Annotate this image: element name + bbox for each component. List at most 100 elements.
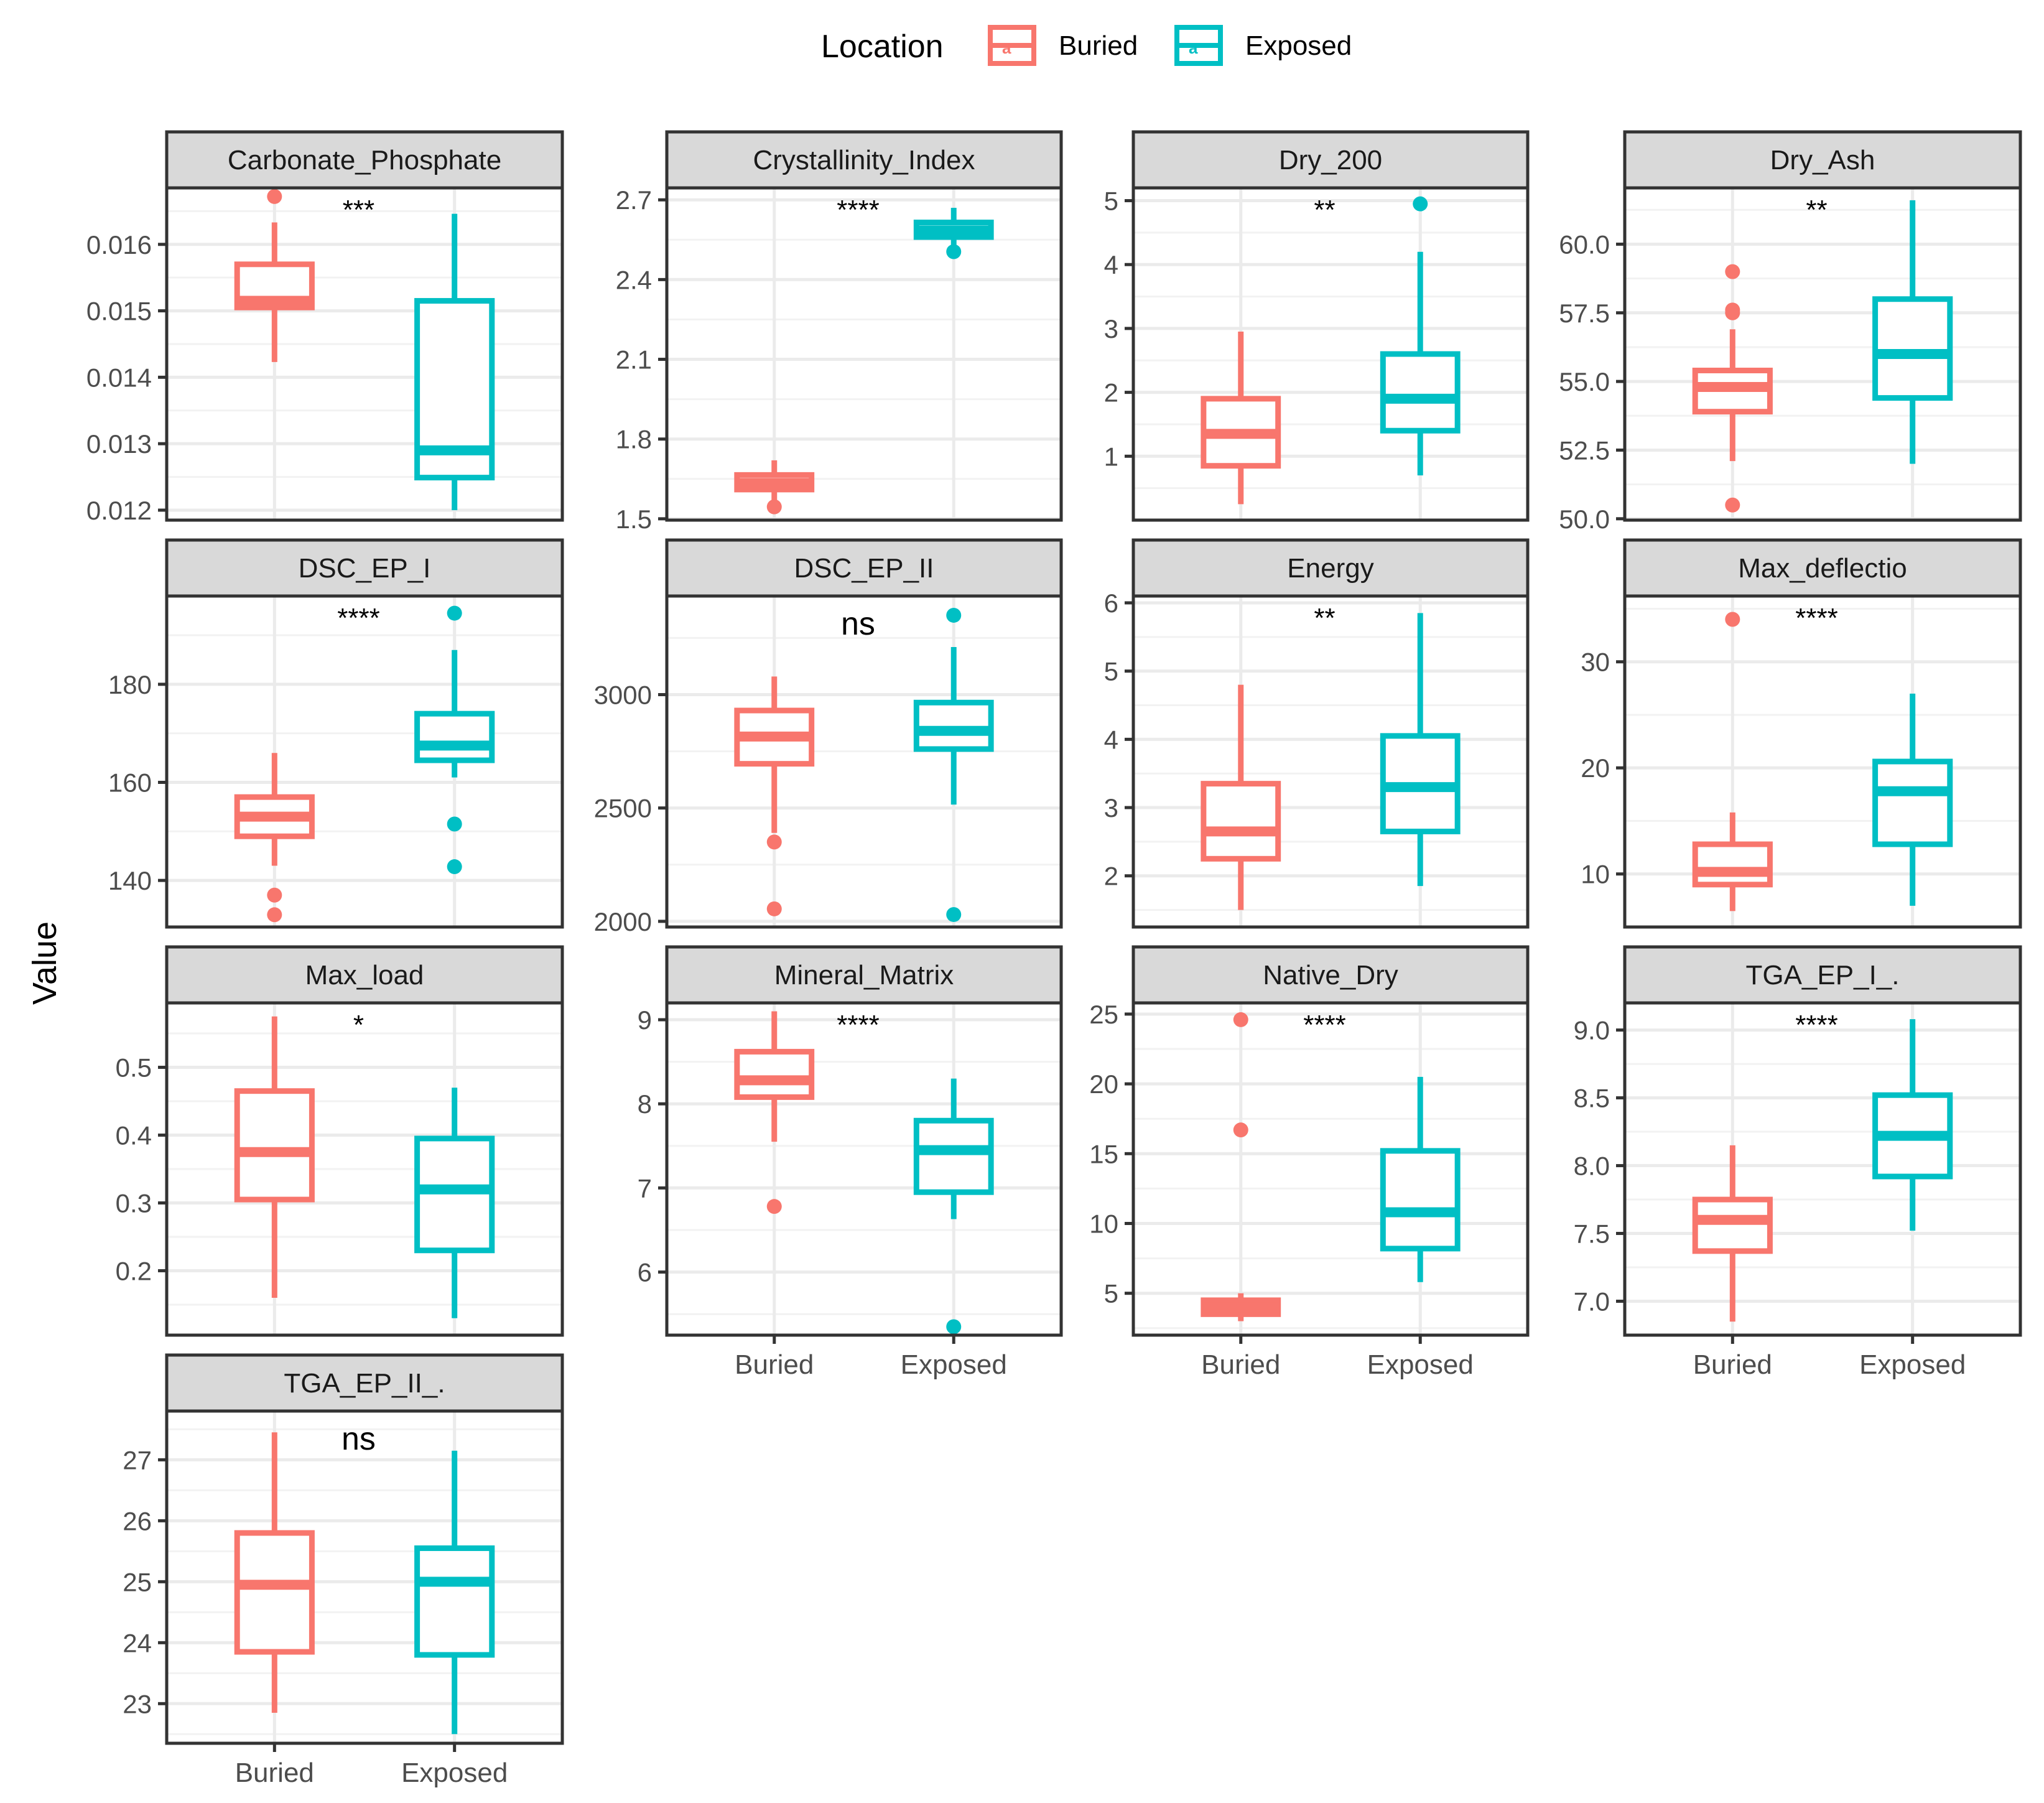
box-exposed	[1872, 200, 1953, 464]
strip-title: TGA_EP_I_.	[1745, 960, 1899, 990]
box-iqr	[414, 710, 495, 763]
box-buried	[734, 676, 815, 916]
strip-title: Mineral_Matrix	[774, 960, 954, 990]
panel-background	[1133, 1003, 1528, 1335]
box-exposed	[414, 213, 495, 510]
box-exposed	[913, 1078, 994, 1335]
y-tick-label: 15	[1089, 1139, 1118, 1168]
y-tick-label: 10	[1089, 1209, 1118, 1239]
strip-background	[665, 945, 1063, 1005]
panel-tga-ep-ii: ns TGA_EP_II_. 23 24 25 26 27 Buried Exposed	[123, 1353, 564, 1788]
svg-text:a: a	[1002, 39, 1011, 57]
significance-label: *	[353, 1010, 364, 1040]
box-iqr	[234, 1088, 315, 1203]
x-tick-label: Exposed	[1367, 1349, 1474, 1380]
y-tick-label: 3000	[594, 681, 652, 710]
y-tick-label: 0.015	[86, 297, 152, 326]
y-tick-label: 180	[108, 670, 152, 699]
panel-background	[1625, 188, 2020, 520]
box-exposed	[1380, 613, 1461, 887]
y-tick-label: 23	[123, 1689, 152, 1718]
strip-background	[165, 945, 564, 1005]
y-tick-label: 6	[1104, 589, 1118, 618]
strip-background	[1623, 945, 2022, 1005]
box-buried	[234, 189, 315, 362]
box-iqr	[913, 699, 994, 752]
box-exposed	[1872, 693, 1953, 906]
box-buried	[1201, 332, 1281, 505]
y-tick-label: 1.5	[616, 505, 652, 534]
box-buried	[234, 1016, 315, 1298]
y-tick-label: 55.0	[1559, 367, 1610, 396]
y-tick-label: 7.5	[1574, 1219, 1610, 1249]
y-tick-label: 8	[638, 1089, 652, 1119]
panel-background	[1133, 188, 1528, 520]
significance-label: ns	[341, 1421, 376, 1457]
box-buried	[734, 1011, 815, 1214]
outlier-point	[267, 887, 282, 903]
box-iqr	[1201, 781, 1281, 862]
outlier-point	[946, 607, 962, 623]
significance-label: **	[1314, 195, 1335, 225]
strip-background	[665, 130, 1063, 190]
box-iqr	[734, 1048, 815, 1100]
panel-background	[1625, 596, 2020, 927]
y-tick-label: 0.3	[116, 1188, 152, 1218]
y-tick-label: 2.7	[616, 185, 652, 215]
panel-dry-ash: ** Dry_Ash 50.0 52.5 55.0 57.5 60.0	[1559, 130, 2022, 534]
outlier-point	[267, 907, 282, 923]
box-exposed	[1380, 196, 1461, 476]
strip-background	[1131, 945, 1530, 1005]
significance-label: **	[1806, 195, 1827, 225]
strip-title: DSC_EP_I	[299, 553, 431, 584]
y-axis-title: Value	[26, 921, 63, 1005]
significance-label: ***	[343, 195, 374, 225]
box-iqr	[234, 1530, 315, 1655]
y-tick-label: 6	[638, 1258, 652, 1287]
y-tick-label: 4	[1104, 725, 1118, 754]
y-tick-label: 2.1	[616, 345, 652, 375]
y-tick-label: 27	[123, 1445, 152, 1475]
box-iqr	[1872, 296, 1953, 401]
box-iqr	[414, 1545, 495, 1658]
panel-background	[667, 596, 1061, 927]
strip-title: Native_Dry	[1263, 960, 1398, 990]
box-iqr	[913, 1117, 994, 1195]
box-exposed	[414, 1450, 495, 1735]
panel-carbonate-phosphate: *** Carbonate_Phosphate 0.012 0.013 0.014 0.0…	[86, 130, 564, 525]
outlier-point	[946, 906, 962, 922]
y-tick-label: 26	[123, 1506, 152, 1535]
y-tick-label: 20	[1581, 753, 1610, 783]
x-tick-label: Exposed	[401, 1758, 508, 1788]
legend-key-buried: a	[988, 25, 1036, 66]
strip-background	[1131, 538, 1530, 598]
significance-label: ****	[837, 1010, 880, 1040]
strip-title: Crystallinity_Index	[753, 145, 975, 175]
y-tick-label: 5	[1104, 657, 1118, 686]
significance-label: ****	[1303, 1010, 1346, 1040]
x-tick-label: Buried	[735, 1349, 814, 1380]
strip-title: Max_load	[305, 960, 424, 990]
y-tick-label: 25	[1089, 1000, 1118, 1029]
box-iqr	[1380, 351, 1461, 434]
outlier-point	[1725, 497, 1740, 513]
outlier-point	[1725, 302, 1740, 318]
strip-background	[1623, 538, 2022, 598]
panel-mineral-matrix: **** Mineral_Matrix 6 7 8 9 Buried Exposed	[638, 945, 1063, 1380]
y-tick-label: 20	[1089, 1069, 1118, 1099]
panel-background	[167, 596, 562, 927]
y-tick-label: 52.5	[1559, 436, 1610, 465]
legend-label-buried: Buried	[1059, 30, 1138, 61]
box-exposed	[414, 605, 495, 875]
box-iqr	[414, 1135, 495, 1254]
significance-label: ns	[841, 606, 875, 642]
x-tick-label: Exposed	[901, 1349, 1007, 1380]
outlier-point	[447, 605, 462, 621]
y-tick-label: 3	[1104, 314, 1118, 343]
panel-max-deflectio: **** Max_deflectio 10 20 30	[1581, 538, 2022, 929]
strip-title: TGA_EP_II_.	[284, 1368, 445, 1399]
outlier-point	[1233, 1012, 1248, 1027]
box-exposed	[913, 208, 994, 259]
strip-title: Dry_Ash	[1770, 145, 1875, 175]
